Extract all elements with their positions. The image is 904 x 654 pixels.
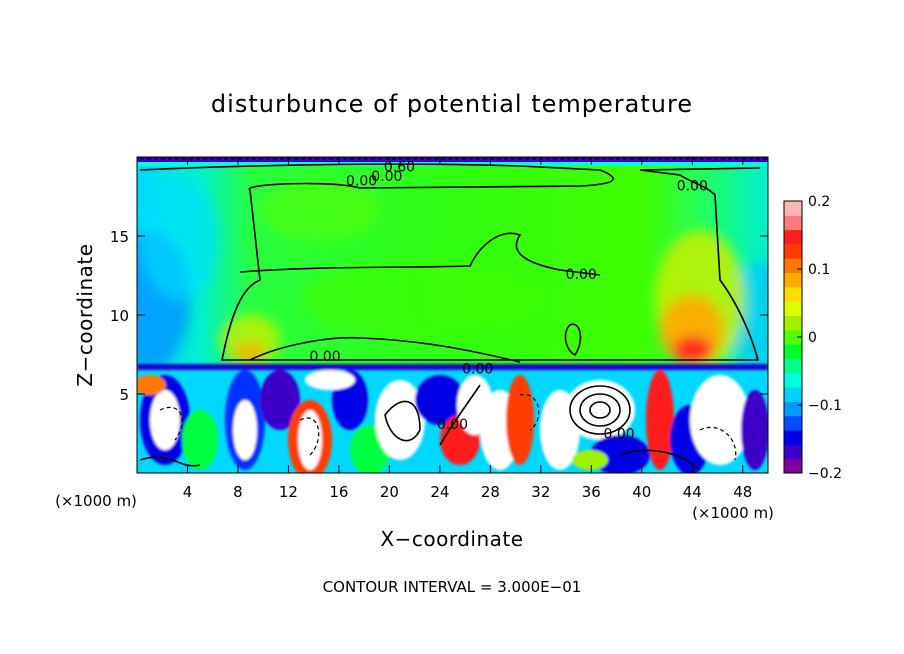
colorbar-swatch (784, 372, 802, 388)
x-tick-label: 16 (329, 483, 348, 501)
x-tick-label: 36 (582, 483, 601, 501)
colorbar-swatch (784, 444, 802, 460)
contour-label: 0.00 (346, 174, 377, 190)
contour-label: 0.00 (677, 178, 708, 194)
x-tick-label: 28 (481, 483, 500, 501)
y-axis: 5 10 15 (110, 228, 768, 404)
colorbar-swatch (784, 387, 802, 402)
colorbar-swatch (784, 430, 802, 445)
colorbar-tick-label: 0.1 (808, 262, 830, 278)
y-tick-label: 15 (110, 228, 129, 246)
colorbar-swatch (784, 344, 802, 359)
x-tick-label: 48 (733, 483, 752, 501)
x-tick-label: 8 (233, 483, 243, 501)
colorbar-swatch (784, 272, 802, 288)
colorbar-swatch (784, 215, 802, 231)
x-axis-unit-right: (×1000 m) (692, 504, 774, 522)
contour-label: 0.00 (462, 362, 493, 378)
x-tick-label: 44 (683, 483, 702, 501)
colorbar-swatch (784, 415, 802, 431)
x-axis-unit-left: (×1000 m) (55, 492, 137, 510)
x-tick-label: 32 (531, 483, 550, 501)
colorbar-swatch (784, 243, 802, 259)
colorbar-swatch (784, 229, 802, 245)
colorbar-tick-label: −0.2 (808, 466, 842, 482)
x-tick-label: 40 (632, 483, 651, 501)
x-tick-label: 20 (380, 483, 399, 501)
colorbar-ticks: 0.2 0.1 0 −0.1 −0.2 (797, 194, 842, 482)
colorbar-tick-label: 0.2 (808, 194, 830, 210)
colorbar-swatch (784, 458, 802, 474)
x-axis-label: X−coordinate (380, 527, 523, 551)
colorbar-swatch (784, 358, 802, 374)
y-tick-label: 5 (119, 386, 129, 404)
contour-label: 0.00 (309, 349, 340, 365)
colorbar-tick-label: 0 (808, 330, 817, 346)
colorbar-swatch (784, 329, 802, 345)
chart-title: disturbunce of potential temperature (211, 90, 693, 118)
contour-label: 0.00 (603, 427, 634, 443)
contour-label: 0.00 (371, 169, 402, 185)
x-axis: 4 8 12 16 20 24 28 32 36 40 44 48 (183, 157, 752, 501)
y-tick-label: 10 (110, 307, 129, 325)
x-tick-label: 12 (279, 483, 298, 501)
colorbar-swatch (784, 286, 802, 302)
contour-interval-note: CONTOUR INTERVAL = 3.000E−01 (323, 578, 582, 596)
colorbar-swatch (784, 258, 802, 274)
contour-lines (139, 163, 761, 471)
colorbar-swatch (784, 301, 802, 317)
contour-label: 0.00 (566, 267, 597, 283)
x-tick-label: 24 (430, 483, 449, 501)
y-axis-label: Z−coordinate (73, 243, 97, 386)
heatmap-field (137, 157, 768, 473)
colorbar-swatch (784, 401, 802, 417)
colorbar (784, 201, 802, 474)
colorbar-swatch (784, 315, 802, 331)
colorbar-swatch (784, 201, 802, 216)
contour-labels: 0.600.000.000.000.000.000.000.000.00 (309, 159, 707, 442)
contour-label: 0.60 (384, 159, 415, 175)
contour-label: 0.00 (437, 417, 468, 433)
contour-lines-dashed (140, 158, 768, 461)
x-tick-label: 4 (183, 483, 193, 501)
colorbar-tick-label: −0.1 (808, 398, 842, 414)
